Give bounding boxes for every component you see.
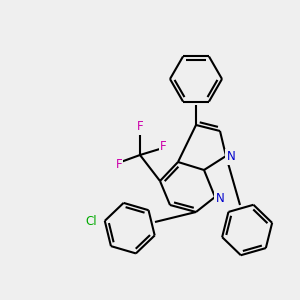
Text: F: F <box>116 158 122 170</box>
Text: F: F <box>137 121 143 134</box>
Text: Cl: Cl <box>85 215 97 228</box>
Text: N: N <box>216 191 224 205</box>
Text: N: N <box>226 151 236 164</box>
Text: F: F <box>160 140 166 152</box>
